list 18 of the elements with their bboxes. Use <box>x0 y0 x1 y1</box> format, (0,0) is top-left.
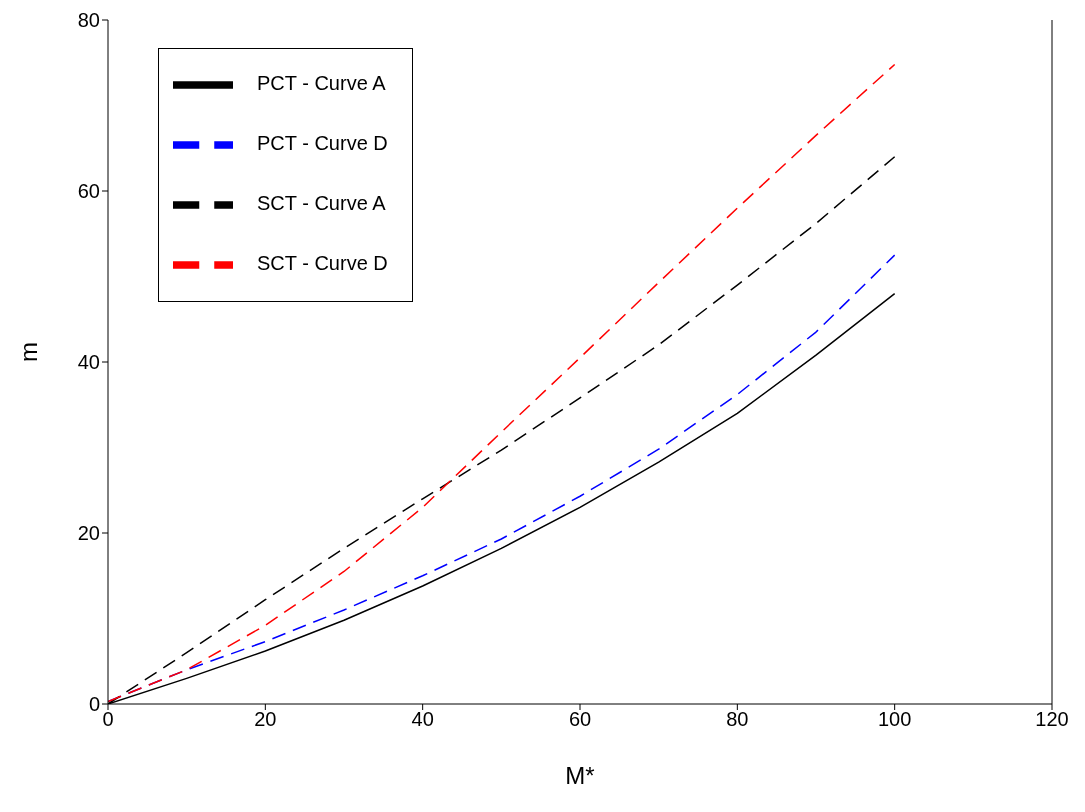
x-tick-label: 40 <box>411 708 434 731</box>
y-axis-title: m <box>14 342 42 362</box>
x-axis-title: M* <box>565 762 595 789</box>
legend-label: SCT - Curve D <box>257 252 388 275</box>
x-tick-label: 0 <box>102 708 114 731</box>
x-tick-label: 20 <box>254 708 277 731</box>
y-tick-label: 0 <box>88 693 100 716</box>
x-tick-label: 120 <box>1035 708 1069 731</box>
y-tick-label: 40 <box>77 351 100 374</box>
legend-label: PCT - Curve A <box>257 72 386 95</box>
x-tick-label: 100 <box>877 708 912 731</box>
x-tick-label: 80 <box>726 708 749 731</box>
x-tick-label: 60 <box>568 708 592 731</box>
legend-label: SCT - Curve A <box>257 192 386 215</box>
legend-label: PCT - Curve D <box>257 132 388 155</box>
y-tick-label: 20 <box>77 522 100 545</box>
y-tick-label: 60 <box>77 180 100 203</box>
y-tick-label: 80 <box>77 9 100 32</box>
